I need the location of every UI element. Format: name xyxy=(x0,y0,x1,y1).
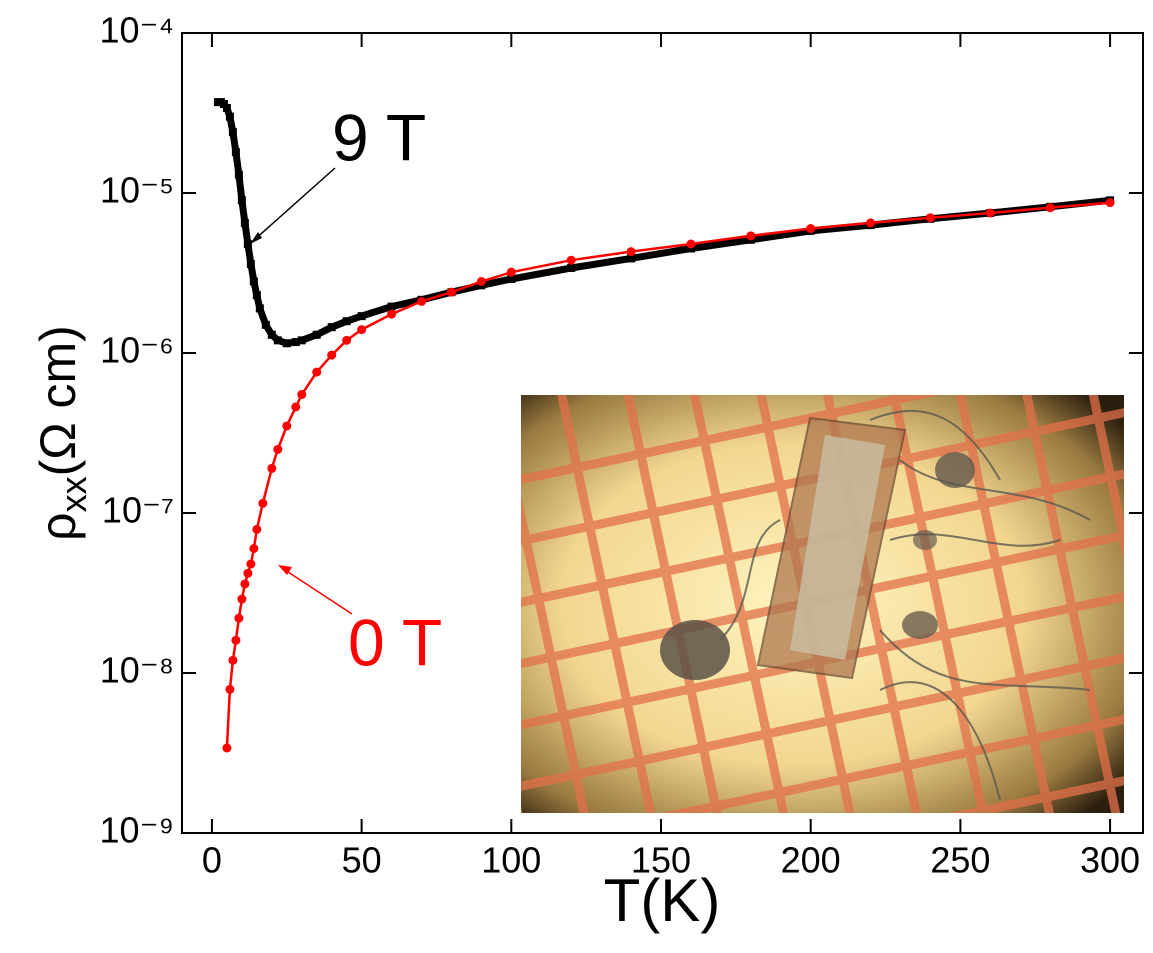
data-point xyxy=(237,594,247,604)
inset-photo xyxy=(521,395,1124,813)
data-point xyxy=(342,317,351,326)
data-point xyxy=(327,323,336,332)
y-tick-label: 10⁻⁹ xyxy=(100,810,174,851)
data-point xyxy=(225,112,234,121)
data-point xyxy=(261,320,270,329)
data-point xyxy=(626,247,636,257)
plot-frame xyxy=(181,32,1144,834)
data-point xyxy=(507,275,516,284)
annotation-0t: 0 T xyxy=(348,605,442,679)
data-point xyxy=(985,208,995,218)
annotation-arrow xyxy=(281,567,353,615)
data-point xyxy=(476,276,486,286)
annotation-9t: 9 T xyxy=(332,100,426,174)
data-point xyxy=(566,255,576,265)
x-tick-label: 300 xyxy=(1080,840,1140,881)
y-label-unit: (Ω cm) xyxy=(30,325,86,476)
data-point xyxy=(240,218,249,227)
data-point xyxy=(291,338,300,347)
data-point xyxy=(252,524,262,534)
x-tick-label: 100 xyxy=(481,840,541,881)
data-point xyxy=(267,330,276,339)
data-point xyxy=(249,543,259,553)
data-point xyxy=(249,277,258,286)
data-point xyxy=(282,339,291,348)
data-point xyxy=(417,296,427,306)
data-point xyxy=(258,498,268,508)
data-point xyxy=(231,635,241,645)
data-point xyxy=(297,390,307,400)
data-point xyxy=(252,291,261,300)
y-tick-label: 10⁻⁵ xyxy=(100,170,174,211)
data-point xyxy=(357,312,366,321)
data-point xyxy=(312,367,322,377)
data-point xyxy=(1045,203,1055,213)
annotation-arrow xyxy=(252,167,336,242)
x-axis-label: T(K) xyxy=(604,867,721,934)
data-point xyxy=(234,170,243,179)
data-point xyxy=(357,325,367,335)
data-point xyxy=(342,335,352,345)
x-tick-label: 0 xyxy=(202,840,222,881)
data-point xyxy=(222,103,231,112)
data-point xyxy=(246,559,256,569)
x-tick-label: 250 xyxy=(930,840,990,881)
y-tick-label: 10⁻⁴ xyxy=(99,10,174,51)
data-point xyxy=(746,231,756,241)
arrow-head xyxy=(250,232,262,244)
data-point xyxy=(225,684,235,694)
arrow-head xyxy=(278,565,292,575)
data-point xyxy=(627,254,636,263)
data-point xyxy=(222,743,232,753)
y-axis-label: ρxx(Ω cm) xyxy=(30,325,93,541)
data-point xyxy=(237,196,246,205)
data-point xyxy=(506,267,516,277)
x-tick-label: 200 xyxy=(781,840,841,881)
data-point xyxy=(866,218,876,228)
data-point xyxy=(255,304,264,313)
y-tick-label: 10⁻⁶ xyxy=(100,330,174,371)
data-point xyxy=(273,444,283,454)
data-point xyxy=(243,568,253,578)
data-point xyxy=(243,240,252,249)
data-point xyxy=(925,213,935,223)
data-point xyxy=(387,302,396,311)
y-label-subscript: xx xyxy=(53,476,94,512)
data-point xyxy=(686,239,696,249)
y-label-symbol: ρ xyxy=(30,512,86,540)
data-point xyxy=(567,263,576,272)
x-tick-label: 50 xyxy=(342,840,382,881)
data-point xyxy=(327,350,337,360)
data-point xyxy=(228,655,238,665)
data-point xyxy=(246,259,255,268)
data-point xyxy=(446,287,456,297)
data-point xyxy=(387,309,397,319)
y-tick-label: 10⁻⁷ xyxy=(102,490,174,531)
data-point xyxy=(282,421,292,431)
data-point xyxy=(1105,198,1115,208)
data-point xyxy=(234,613,244,623)
data-point xyxy=(806,223,816,233)
y-tick-label: 10⁻⁸ xyxy=(100,650,174,691)
data-point xyxy=(291,402,301,412)
data-point xyxy=(267,463,277,473)
data-point xyxy=(231,148,240,157)
data-point xyxy=(228,128,237,137)
data-point xyxy=(297,336,306,345)
data-point xyxy=(273,336,282,345)
data-point xyxy=(240,579,250,589)
x-tick-label: 150 xyxy=(631,840,691,881)
data-point xyxy=(312,330,321,339)
